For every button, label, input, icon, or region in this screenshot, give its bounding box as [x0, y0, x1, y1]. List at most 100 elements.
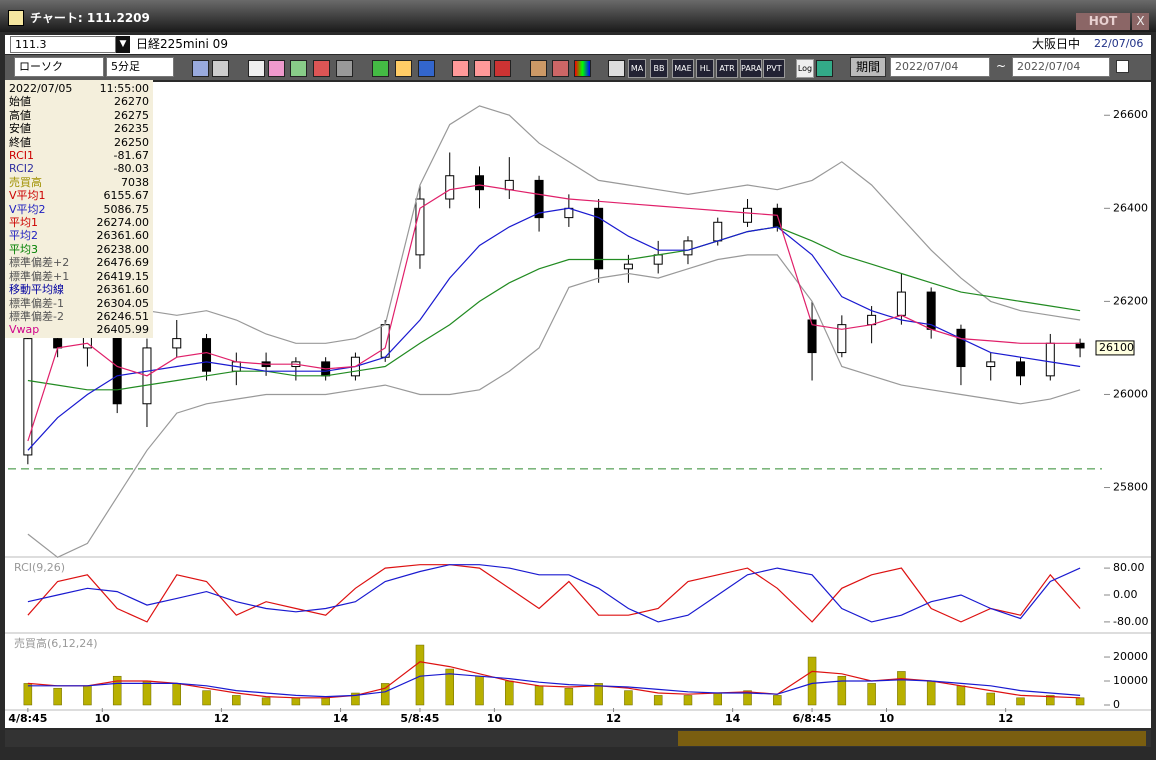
volume-bar	[897, 671, 906, 706]
code-dropdown[interactable]: ▼	[116, 36, 130, 53]
candle-body	[956, 328, 966, 368]
y-tick-label: 26000	[1113, 387, 1148, 400]
x-tick-label: 12	[606, 712, 621, 725]
info-label: RCI2	[9, 162, 35, 176]
tool-icon[interactable]	[372, 60, 389, 77]
hot-button[interactable]: HOT	[1076, 13, 1130, 30]
tool-icon[interactable]	[336, 60, 353, 77]
tool-icon[interactable]	[816, 60, 833, 77]
info-row: 移動平均線 26361.60	[9, 283, 149, 296]
volume-bar	[1016, 697, 1025, 706]
info-label: 平均2	[9, 229, 38, 243]
volume-bar	[142, 680, 152, 706]
period-button[interactable]: 期間	[850, 57, 886, 77]
tool-icon[interactable]	[494, 60, 511, 77]
info-row: 2022/07/05 11:55:00	[9, 82, 149, 95]
info-label: 標準偏差+2	[9, 256, 70, 270]
volume-bar	[956, 685, 966, 706]
y-tick-label: 26200	[1113, 294, 1148, 307]
info-label: 平均3	[9, 242, 38, 256]
info-value: 26235	[114, 122, 149, 136]
instrument-name: 日経225mini 09	[136, 37, 228, 51]
tool-icon[interactable]	[530, 60, 547, 77]
x-tick-label: 4/8:45	[8, 712, 47, 725]
candle-body	[172, 338, 182, 349]
interval-select[interactable]: 5分足	[106, 57, 174, 77]
info-label: 標準偏差+1	[9, 269, 70, 283]
close-button[interactable]: X	[1132, 13, 1149, 30]
tool-icon[interactable]	[552, 60, 569, 77]
candle-body	[594, 207, 604, 270]
tool-icon[interactable]	[452, 60, 469, 77]
volume-bar	[475, 675, 484, 706]
info-row: 平均3 26238.00	[9, 243, 149, 256]
tool-icon[interactable]	[212, 60, 229, 77]
indicator-button[interactable]: HL	[696, 59, 714, 78]
volume-bar	[53, 687, 62, 706]
tool-icon[interactable]	[474, 60, 491, 77]
volume-bar	[624, 690, 633, 706]
indicator-button[interactable]: PARA	[740, 59, 762, 78]
tool-icon[interactable]	[192, 60, 209, 77]
tool-icon[interactable]	[290, 60, 307, 77]
indicator-button[interactable]: Log	[796, 59, 814, 78]
tool-icon[interactable]	[268, 60, 285, 77]
from-date[interactable]: 2022/07/04	[890, 57, 990, 77]
volume-bar	[713, 692, 723, 706]
volume-bar	[867, 683, 876, 706]
x-tick-label: 12	[214, 712, 229, 725]
indicator-button[interactable]: MA	[628, 59, 646, 78]
indicator-button[interactable]: ATR	[716, 59, 738, 78]
volume-bar	[653, 695, 663, 706]
x-tick-label: 10	[879, 712, 895, 725]
indicator-button[interactable]: PVT	[763, 59, 785, 78]
candle-body	[23, 338, 33, 456]
info-row: 高値 26275	[9, 109, 149, 122]
x-tick-label: 14	[725, 712, 741, 725]
tool-icon[interactable]	[395, 60, 412, 77]
candle-body	[896, 291, 906, 316]
panel-title: RCI(9,26)	[14, 561, 65, 574]
tool-icon[interactable]	[313, 60, 330, 77]
volume-bar	[926, 680, 936, 706]
x-tick-label: 10	[95, 712, 111, 725]
session-date: 22/07/06	[1094, 37, 1144, 50]
indicator-button[interactable]: BB	[650, 59, 668, 78]
info-value: 26250	[114, 135, 149, 149]
info-value: 26361.60	[96, 229, 150, 243]
to-date[interactable]: 2022/07/04	[1012, 57, 1110, 77]
candle-body	[475, 175, 485, 191]
info-value: 26270	[114, 95, 149, 109]
tool-icon[interactable]	[248, 60, 265, 77]
candle-body	[653, 254, 663, 265]
info-label: 平均1	[9, 216, 38, 230]
tool-icon[interactable]	[418, 60, 435, 77]
info-row: 始値 26270	[9, 95, 149, 108]
tool-icon[interactable]	[574, 60, 591, 77]
info-label: Vwap	[9, 323, 40, 337]
candle-body	[807, 319, 817, 354]
candle-body	[112, 333, 122, 405]
y-tick-label: 26600	[1113, 108, 1148, 121]
code-input[interactable]: 111.3	[10, 36, 116, 53]
volume-bar	[232, 695, 241, 706]
volume-bar	[1046, 695, 1055, 706]
info-label: V平均2	[9, 202, 46, 216]
info-label: 標準偏差-1	[9, 296, 64, 310]
checkbox[interactable]	[1116, 60, 1129, 73]
scroll-thumb[interactable]	[678, 731, 1146, 746]
candle-body	[1045, 342, 1055, 377]
tool-icon[interactable]	[608, 60, 625, 77]
volume-bar	[380, 683, 390, 706]
info-row: 終値 26250	[9, 136, 149, 149]
info-value: 26419.15	[96, 269, 150, 283]
x-tick-label: 14	[333, 712, 349, 725]
range-separator: ~	[996, 59, 1007, 73]
y-tick-label: 26400	[1113, 201, 1148, 214]
indicator-button[interactable]: MAE	[672, 59, 694, 78]
chart-type-select[interactable]: ローソク	[14, 57, 104, 77]
volume-bar	[594, 683, 603, 706]
info-label: 安値	[9, 122, 31, 136]
y-tick-label: 0.00	[1113, 588, 1138, 601]
